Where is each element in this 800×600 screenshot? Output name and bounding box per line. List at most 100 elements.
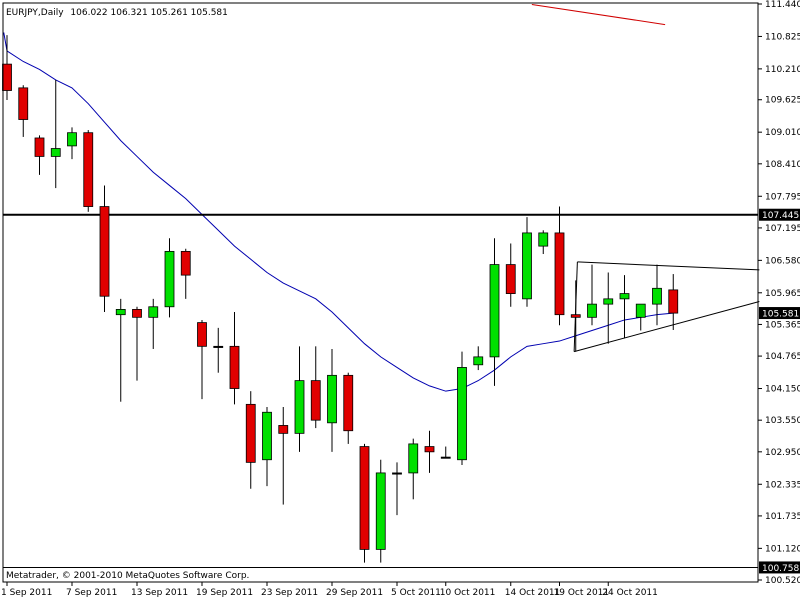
price-label-text: 105.581 [762,310,799,320]
candle [18,85,29,137]
upper-ma-layer [531,4,666,26]
candle [652,264,662,326]
candle-body [440,456,451,459]
candle-body [245,403,256,463]
price-label: 100.758 [759,561,800,574]
candle [392,462,402,516]
y-tick-label: 101.735 [765,512,800,522]
candle [522,217,532,307]
price-label: 105.581 [759,307,800,320]
candle [440,446,451,459]
upper-ma-line [531,4,666,26]
x-axis: 1 Sep 2011 7 Sep 2011 13 Sep 2011 19 Sep 20… [1,582,658,598]
y-tick-label: 106.580 [765,256,800,266]
candle-body [408,443,419,474]
candle [180,248,191,299]
candle [99,185,110,313]
y-tick-label: 108.410 [765,160,800,170]
x-tick-label: 29 Sep 2011 [326,588,383,598]
candle [213,327,224,373]
triangle-line-lower [573,301,760,353]
candle-body [213,345,224,348]
y-tick-label: 110.210 [765,65,800,75]
price-label-text: 100.758 [762,564,799,574]
candle-body [180,250,191,276]
candle-body [375,472,386,550]
candle-body [50,148,61,157]
candle-body [83,132,94,207]
candle-body [262,411,272,461]
candle-body [132,309,142,318]
candle [359,443,370,563]
y-tick-label: 105.965 [765,289,800,299]
x-tick-label: 19 Oct 2011 [554,588,610,598]
candle [668,274,679,330]
candle [619,275,630,339]
candle [67,127,77,160]
candle-body [424,446,435,453]
candle-body [18,87,29,120]
candle [262,406,272,487]
candle-body [294,380,305,434]
candle-body [34,137,45,157]
candle [164,238,175,318]
candle-body [522,232,532,300]
price-labels-layer: 107.445 105.581 100.758 [759,208,800,574]
candle [424,430,435,473]
price-label-box [759,208,800,221]
candle-body [148,306,159,318]
candle-body [2,63,12,91]
y-tick-label: 104.150 [765,385,800,395]
candle [587,264,597,326]
candle [148,298,159,349]
y-tick-label: 109.625 [765,96,800,106]
candle-body [392,472,402,475]
moving-average-line [3,32,674,392]
y-tick-label: 111.440 [765,0,800,10]
candle-body [229,345,240,389]
candle-body [570,314,581,318]
candle [83,130,94,212]
y-tick-label: 105.365 [765,320,800,330]
candle-body [538,232,549,247]
candle-body [603,298,614,305]
horizontal-lines-layer [3,213,758,568]
candle-body [67,132,77,147]
candles-layer [2,35,679,563]
candle-body [164,250,175,308]
candle-body [197,322,207,347]
candle [603,272,614,344]
y-tick-label: 109.010 [765,128,800,138]
y-tick-label: 110.825 [765,32,800,42]
candle-body [668,289,679,314]
x-tick-label: 1 Sep 2011 [1,588,52,598]
candle [245,391,256,489]
candle-body [635,303,646,318]
copyright-footer: Metatrader, © 2001-2010 MetaQuotes Softw… [6,571,249,581]
ohlc-values: 106.022 106.321 105.261 105.581 [70,8,227,18]
candle [197,319,207,400]
x-tick-label: 10 Oct 2011 [440,588,496,598]
candle [294,346,305,452]
candle-body [652,287,662,305]
candle-body [99,206,110,297]
candle-body [310,380,321,421]
y-tick-label: 103.550 [765,416,800,426]
x-tick-label: 14 Oct 2011 [505,588,561,598]
candle-body [489,264,500,358]
candle-body [619,293,630,300]
x-tick-label: 13 Sep 2011 [131,588,188,598]
candle-body [457,367,467,461]
price-label-box [759,561,800,574]
candle [457,351,467,466]
x-tick-label: 7 Sep 2011 [66,588,117,598]
candle [473,346,484,371]
price-label-text: 107.445 [762,211,799,221]
candle [327,348,337,452]
candle [34,135,45,175]
candle [570,280,581,352]
y-tick-label: 101.120 [765,544,800,554]
candle-body [554,232,565,316]
